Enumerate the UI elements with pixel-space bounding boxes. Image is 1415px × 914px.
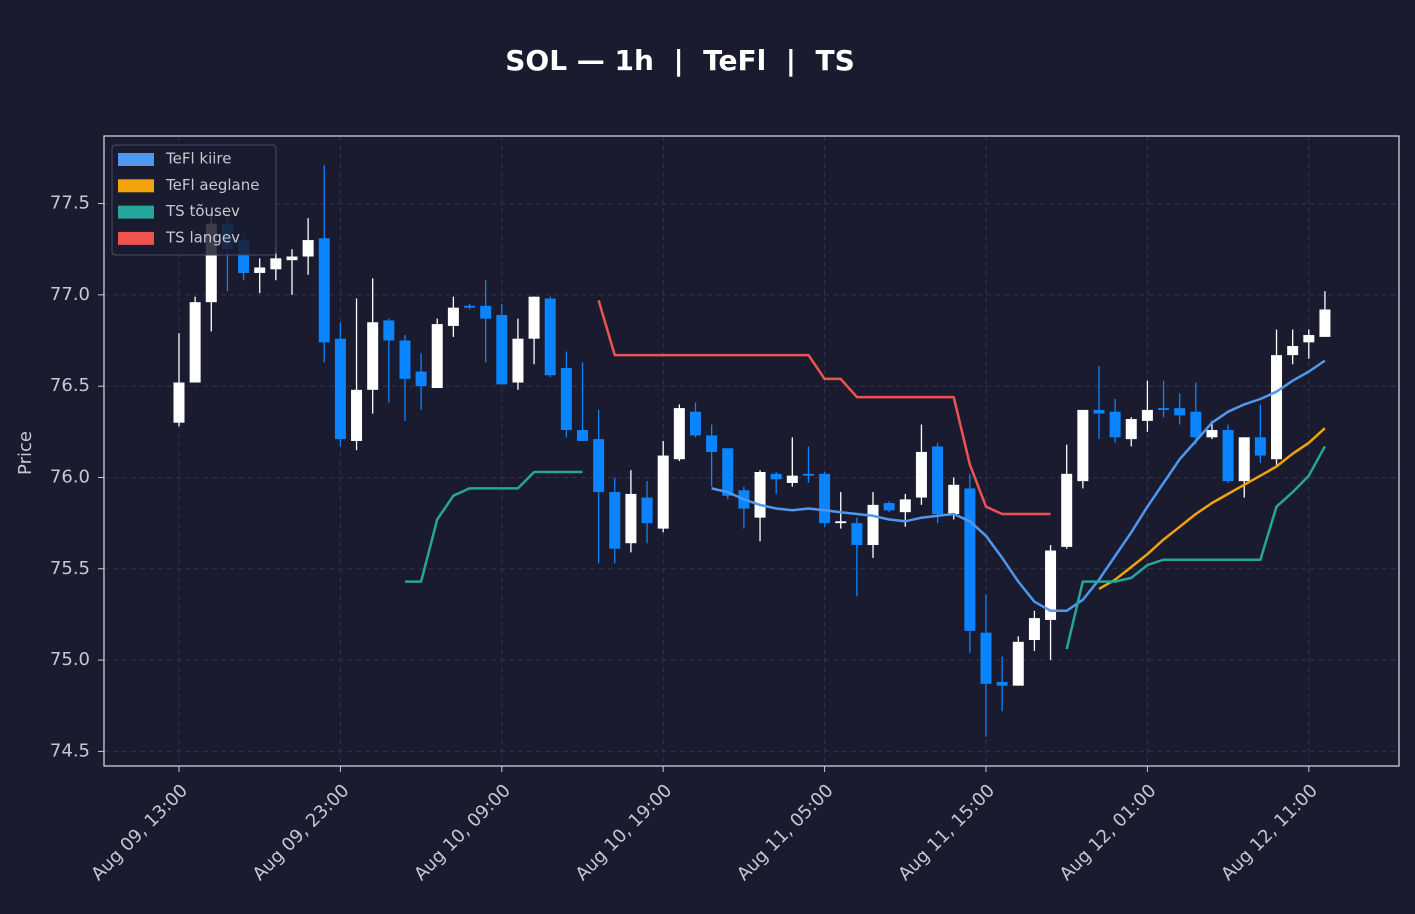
- candle-body: [964, 488, 976, 631]
- candle-body: [1206, 430, 1218, 438]
- legend-label: TeFl kiire: [165, 150, 232, 168]
- candle-body: [286, 256, 298, 261]
- candle-body: [1319, 309, 1331, 337]
- legend-swatch: [118, 231, 154, 245]
- candle-body: [367, 322, 379, 390]
- candle-body: [399, 340, 411, 379]
- candle-body: [1174, 408, 1186, 416]
- candle-body: [302, 240, 314, 257]
- candle-body: [544, 298, 556, 376]
- y-tick-label: 76.0: [50, 466, 90, 487]
- candle-body: [625, 493, 637, 544]
- candle-body: [189, 302, 201, 383]
- legend-label: TS tõusev: [165, 202, 240, 220]
- candle-body: [431, 324, 443, 388]
- candle-body: [609, 492, 621, 549]
- legend-box: [111, 144, 277, 256]
- candle-body: [786, 475, 798, 483]
- candle-body: [948, 484, 960, 514]
- legend-swatch: [118, 205, 154, 219]
- candle-body: [496, 314, 508, 385]
- candle-body: [1028, 618, 1040, 640]
- candle-body: [512, 338, 524, 383]
- candle-body: [835, 521, 847, 524]
- candle-body: [383, 320, 395, 341]
- candle-body: [1238, 437, 1250, 482]
- candle-body: [464, 305, 476, 308]
- legend-label: TeFl aeglane: [165, 176, 259, 194]
- candle-body: [1158, 408, 1170, 410]
- candle-body: [819, 473, 831, 524]
- candle-body: [173, 382, 185, 423]
- candle-body: [1222, 430, 1234, 482]
- legend-swatch: [118, 179, 154, 193]
- candle-body: [867, 504, 879, 546]
- legend-label: TS langev: [165, 228, 240, 246]
- y-tick-label: 74.5: [50, 740, 90, 761]
- candle-body: [1109, 411, 1121, 438]
- candle-body: [915, 451, 927, 498]
- candle-body: [883, 503, 895, 511]
- indicator-line: [711, 359, 1326, 613]
- y-axis-label: Price: [15, 431, 36, 475]
- candle-body: [1012, 641, 1024, 686]
- y-tick-label: 77.0: [50, 284, 90, 305]
- candle-body: [770, 473, 782, 480]
- candle-body: [641, 497, 653, 524]
- y-tick-label: 76.5: [50, 375, 90, 396]
- candle-body: [802, 473, 814, 476]
- candle-body: [1141, 409, 1153, 421]
- candle-body: [1077, 409, 1089, 482]
- candle-body: [1190, 411, 1202, 438]
- candle-body: [1303, 335, 1315, 343]
- candle-body: [706, 435, 718, 452]
- candle-body: [1125, 419, 1137, 440]
- candle-body: [673, 408, 685, 460]
- candle-body: [1093, 409, 1105, 414]
- candle-body: [577, 430, 588, 441]
- y-tick-label: 77.5: [50, 193, 90, 214]
- candle-body: [318, 238, 330, 343]
- candle-body: [1254, 437, 1266, 456]
- y-tick-label: 75.0: [50, 649, 90, 670]
- candle-body: [1045, 550, 1057, 620]
- indicator-line: [597, 299, 1051, 516]
- candle-body: [657, 455, 669, 529]
- candle-body: [351, 389, 363, 441]
- candle-body: [980, 632, 992, 684]
- candle-body: [689, 411, 701, 436]
- candle-body: [480, 305, 492, 319]
- candle-body: [528, 296, 540, 339]
- candle-body: [899, 499, 911, 513]
- candle-body: [754, 472, 766, 518]
- candle-body: [254, 267, 266, 273]
- candle-body: [560, 367, 572, 430]
- candle-body: [270, 258, 282, 270]
- candle-body: [238, 240, 250, 273]
- indicator-line: [405, 445, 1326, 650]
- candle-body: [996, 682, 1008, 686]
- candle-body: [415, 371, 427, 387]
- legend-swatch: [118, 153, 154, 166]
- chart-title: SOL — 1h | TeFl | TS: [505, 44, 855, 77]
- candle-body: [851, 523, 863, 546]
- candle-body: [334, 338, 346, 440]
- candle-body: [1287, 346, 1299, 356]
- y-tick-label: 75.5: [50, 558, 90, 579]
- plot-frame: [103, 135, 1400, 767]
- candle-body: [932, 446, 944, 514]
- candle-body: [593, 439, 605, 493]
- candle-body: [447, 307, 459, 326]
- candle-body: [1061, 473, 1073, 547]
- candle-body: [722, 448, 734, 496]
- indicator-line: [1098, 427, 1326, 590]
- candle-body: [1271, 355, 1283, 460]
- candle-body: [205, 223, 217, 303]
